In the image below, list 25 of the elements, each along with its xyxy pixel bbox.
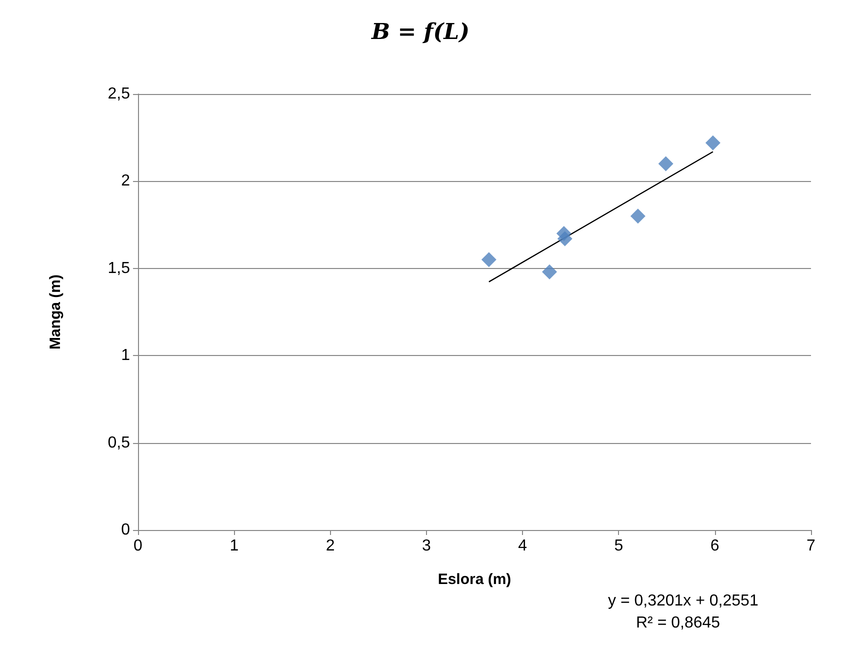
point — [630, 208, 646, 224]
y-tick-label: 0,5 — [108, 434, 130, 452]
y-tick-label: 2,5 — [108, 86, 130, 102]
x-tick-label: 4 — [518, 538, 528, 554]
x-tick-label: 2 — [326, 538, 335, 554]
point — [705, 135, 720, 150]
point — [557, 231, 572, 246]
y-tick-label: 1 — [121, 347, 130, 364]
text: y = 0,3201x + 0,2551 — [608, 592, 758, 610]
y-axis-title: Manga (m) — [47, 274, 64, 350]
x-tick-label: 1 — [230, 538, 239, 554]
x-tick-label: 6 — [710, 538, 720, 554]
point — [658, 156, 674, 172]
text: R² = 0,8645 — [636, 614, 720, 632]
x-tick-label: 3 — [422, 538, 431, 554]
point — [481, 252, 496, 268]
x-tick-label: 0 — [134, 538, 143, 554]
x-tick-label: 5 — [614, 538, 624, 554]
y-tick-label: 0 — [121, 522, 130, 538]
point — [542, 264, 557, 280]
x-axis-title: Eslora (m) — [438, 571, 512, 588]
x-tick-label: 7 — [806, 538, 816, 554]
y-tick-label: 1,5 — [108, 260, 130, 277]
y-tick-label: 2 — [121, 172, 130, 190]
chart-title: B = f(L) — [370, 19, 470, 45]
